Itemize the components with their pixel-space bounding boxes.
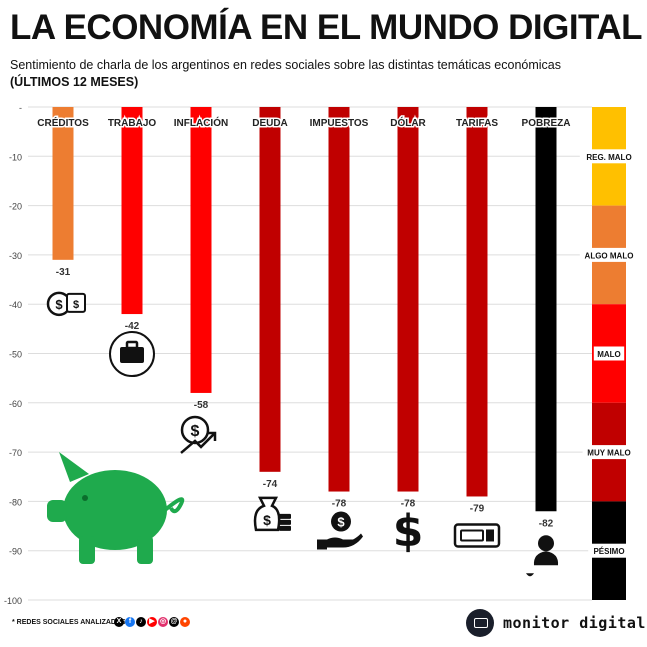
bar [328, 107, 350, 492]
social-network-icon: ● [180, 617, 190, 627]
y-tick-label: -100 [4, 596, 22, 606]
data-label: -82 [539, 518, 554, 529]
data-label: -74 [263, 479, 278, 490]
category-label: TRABAJO [108, 118, 157, 129]
period-label: (ÚLTIMOS 12 MESES) [10, 75, 139, 89]
svg-text:$: $ [337, 515, 345, 530]
y-tick-label: - [19, 103, 22, 113]
data-label: -58 [194, 400, 209, 411]
bar [397, 107, 419, 492]
svg-text:$: $ [191, 423, 200, 440]
svg-text:$: $ [393, 506, 424, 557]
scale-label-bg [593, 346, 625, 361]
dollar-trend-icon: $ [180, 415, 217, 454]
bar [121, 107, 143, 315]
y-tick-label: -60 [9, 399, 22, 409]
poor-person-icon [526, 535, 559, 577]
social-network-icon: @ [169, 617, 179, 627]
y-tick-label: -30 [9, 251, 22, 261]
scale-label-bg [588, 543, 630, 558]
y-tick-label: -90 [9, 547, 22, 557]
money-bag-icon: $ [253, 496, 291, 532]
data-label: -31 [56, 267, 71, 278]
briefcase-icon [109, 331, 155, 378]
ticket-icon [453, 523, 501, 548]
bar [190, 107, 212, 393]
bar [259, 107, 281, 472]
svg-text:$: $ [55, 297, 63, 312]
y-tick-label: -50 [9, 350, 22, 360]
bar [466, 107, 488, 497]
category-label: TARIFAS [456, 118, 498, 129]
data-label: -78 [401, 499, 416, 510]
category-label: INFLACIÓN [174, 116, 228, 129]
category-label: DEUDA [252, 118, 288, 129]
bar [52, 107, 74, 260]
category-label: IMPUESTOS [310, 118, 369, 129]
y-tick-label: -70 [9, 448, 22, 458]
scale-label: PÉSIMO [593, 547, 624, 556]
brand: monitor digital [466, 609, 646, 637]
scale-label-bg [579, 149, 639, 164]
social-network-icon: X [114, 617, 124, 627]
social-network-icon: ♪ [136, 617, 146, 627]
piggy-bank-icon [47, 452, 185, 564]
y-tick-label: -40 [9, 300, 22, 310]
data-label: -42 [125, 321, 140, 332]
scale-label-bg [582, 445, 636, 460]
page-subtitle: Sentimiento de charla de los argentinos … [10, 58, 561, 72]
page-title: LA ECONOMÍA EN EL MUNDO DIGITAL [10, 8, 642, 47]
monitor-logo-icon [466, 609, 494, 637]
category-label: POBREZA [522, 118, 571, 129]
svg-text:$: $ [263, 512, 271, 528]
scale-label-bg [579, 247, 639, 262]
scale-label: REG. MALO [586, 153, 631, 162]
bar [535, 107, 557, 512]
money-bills-icon: $ $ [46, 291, 86, 317]
scale-label: MUY MALO [587, 449, 630, 458]
category-label: DÓLAR [390, 116, 426, 129]
y-tick-label: -80 [9, 497, 22, 507]
category-label: CRÉDITOS [37, 116, 89, 129]
scale-label: MALO [597, 350, 621, 359]
data-label: -78 [332, 499, 347, 510]
social-network-icon: ◎ [158, 617, 168, 627]
svg-text:$: $ [73, 299, 79, 311]
y-tick-label: -20 [9, 202, 22, 212]
hand-coin-icon: $ [317, 511, 363, 550]
scale-label: ALGO MALO [585, 251, 634, 260]
social-network-icon: f [125, 617, 135, 627]
brand-name: monitor digital [503, 614, 646, 632]
networks-note: * REDES SOCIALES ANALIZADAS [12, 619, 126, 626]
data-label: -79 [470, 503, 485, 514]
y-tick-label: -10 [9, 152, 22, 162]
dollar-icon: $ [393, 506, 424, 557]
social-network-icon: ▶ [147, 617, 157, 627]
